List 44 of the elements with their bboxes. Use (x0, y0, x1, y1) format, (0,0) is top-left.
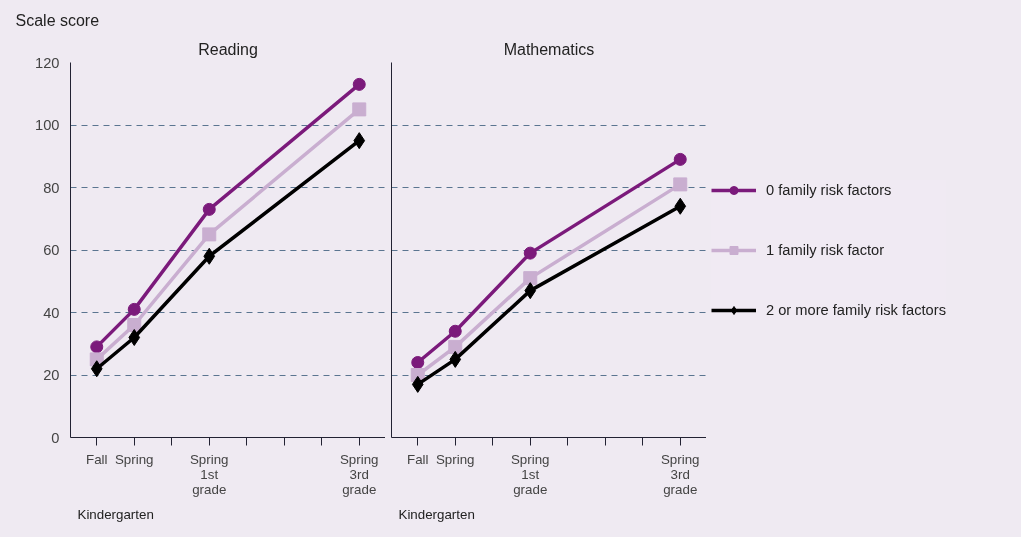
point (411, 356, 425, 369)
y-axis-title: Scale score (15, 11, 100, 29)
point (674, 197, 687, 215)
x-tick-label: Spring 1st grade (189, 451, 229, 497)
point (524, 282, 537, 300)
point (353, 132, 366, 150)
x-tick-label: Spring 1st grade (510, 451, 550, 497)
point (203, 247, 216, 265)
y-tick-label: 40 (43, 304, 60, 321)
point (673, 177, 688, 192)
x-tick-label: Fall (407, 451, 429, 467)
text: Kindergarten (77, 506, 154, 522)
x-tick-label: Spring 3rd grade (339, 451, 379, 497)
point (448, 339, 463, 354)
point (90, 340, 104, 354)
chart-title: Reading (198, 40, 258, 58)
legend-label: 2 or more family risk factors (766, 301, 946, 318)
x-tick-label: Spring (114, 451, 154, 467)
y-tick-label: 100 (35, 117, 60, 133)
point (352, 77, 366, 91)
y-tick-label: 120 (35, 54, 60, 71)
point (448, 324, 462, 338)
y-tick-label: 80 (43, 179, 60, 196)
x-tick-label: Fall (86, 451, 108, 467)
legend-label: 1 family risk factor (766, 241, 885, 258)
point (523, 246, 537, 260)
point (449, 350, 462, 368)
y-tick-label: 60 (43, 242, 60, 258)
legend-label: 0 family risk factors (766, 181, 892, 198)
point (90, 360, 103, 378)
point (128, 329, 141, 346)
x-tick-label: Spring (435, 451, 475, 467)
point (202, 202, 216, 216)
y-tick-label: 20 (43, 367, 60, 383)
point (411, 375, 424, 393)
point (352, 102, 367, 117)
text: Kindergarten (398, 506, 475, 522)
point (523, 271, 538, 286)
chart-title: Mathematics (503, 40, 595, 58)
point (673, 152, 687, 166)
y-tick-label: 0 (51, 429, 60, 446)
x-tick-label: Spring 3rd grade (660, 451, 700, 497)
point (202, 227, 217, 242)
point (127, 302, 141, 316)
